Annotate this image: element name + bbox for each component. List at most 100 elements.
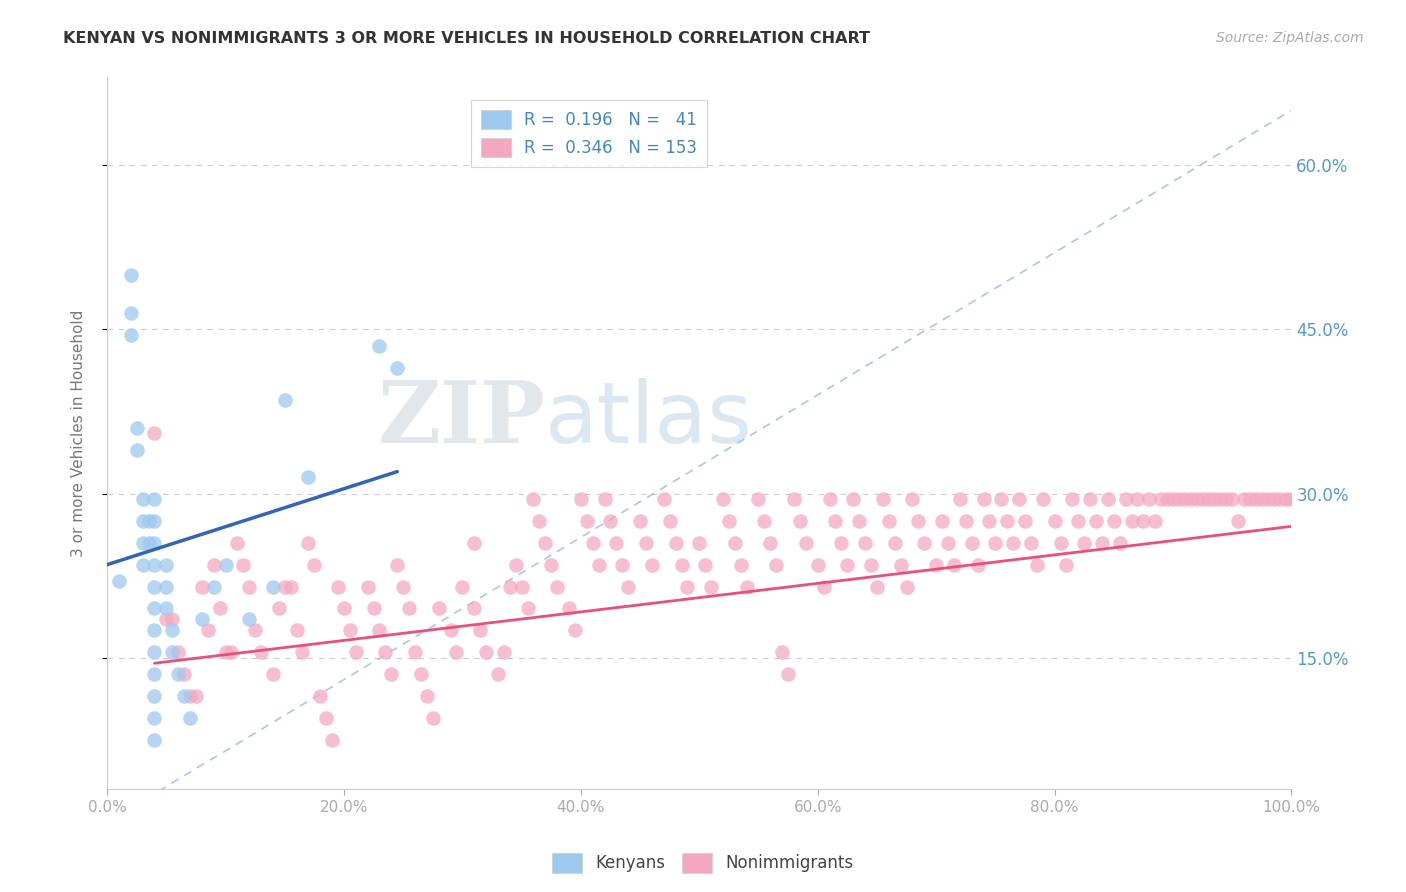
Point <box>853 536 876 550</box>
Point <box>380 667 402 681</box>
Point <box>285 624 308 638</box>
Point <box>1174 491 1197 506</box>
Point <box>505 558 527 572</box>
Point <box>1054 558 1077 572</box>
Point <box>309 689 332 703</box>
Point <box>374 645 396 659</box>
Point <box>1062 491 1084 506</box>
Point <box>446 645 468 659</box>
Point <box>830 536 852 550</box>
Point <box>984 536 1007 550</box>
Point <box>1227 514 1250 528</box>
Point <box>695 558 717 572</box>
Point <box>191 580 214 594</box>
Point <box>499 580 522 594</box>
Point <box>794 536 817 550</box>
Point <box>837 558 859 572</box>
Point <box>1268 491 1291 506</box>
Point <box>1281 491 1303 506</box>
Point <box>859 558 882 572</box>
Point <box>1132 514 1154 528</box>
Point <box>735 580 758 594</box>
Point <box>747 491 769 506</box>
Point <box>125 442 148 457</box>
Point <box>1168 491 1191 506</box>
Point <box>167 667 190 681</box>
Point <box>754 514 776 528</box>
Point <box>1263 491 1285 506</box>
Point <box>197 624 219 638</box>
Point <box>1233 491 1256 506</box>
Point <box>1019 536 1042 550</box>
Point <box>1102 514 1125 528</box>
Point <box>463 601 485 615</box>
Point <box>214 558 236 572</box>
Point <box>267 601 290 615</box>
Point <box>179 711 201 725</box>
Point <box>1191 491 1213 506</box>
Point <box>1002 536 1025 550</box>
Point <box>912 536 935 550</box>
Point <box>470 624 492 638</box>
Point <box>173 667 195 681</box>
Point <box>588 558 610 572</box>
Point <box>765 558 787 572</box>
Point <box>890 558 912 572</box>
Point <box>155 580 177 594</box>
Point <box>700 580 723 594</box>
Point <box>160 612 183 626</box>
Point <box>155 601 177 615</box>
Point <box>931 514 953 528</box>
Point <box>167 645 190 659</box>
Point <box>593 491 616 506</box>
Point <box>877 514 900 528</box>
Point <box>387 558 409 572</box>
Point <box>1073 536 1095 550</box>
Y-axis label: 3 or more Vehicles in Household: 3 or more Vehicles in Household <box>72 310 86 557</box>
Point <box>717 514 740 528</box>
Point <box>955 514 977 528</box>
Point <box>818 491 841 506</box>
Point <box>759 536 782 550</box>
Point <box>558 601 581 615</box>
Point <box>143 514 166 528</box>
Point <box>368 339 391 353</box>
Point <box>866 580 889 594</box>
Point <box>628 514 651 528</box>
Point <box>605 536 627 550</box>
Point <box>1220 491 1243 506</box>
Point <box>368 624 391 638</box>
Point <box>770 645 793 659</box>
Point <box>143 536 166 550</box>
Point <box>304 558 326 572</box>
Point <box>143 667 166 681</box>
Point <box>1144 514 1167 528</box>
Point <box>1215 491 1237 506</box>
Point <box>143 558 166 572</box>
Point <box>522 491 544 506</box>
Point <box>1121 514 1143 528</box>
Point <box>564 624 586 638</box>
Point <box>942 558 965 572</box>
Point <box>896 580 918 594</box>
Point <box>315 711 337 725</box>
Point <box>208 601 231 615</box>
Point <box>658 514 681 528</box>
Point <box>250 645 273 659</box>
Point <box>973 491 995 506</box>
Point <box>1067 514 1090 528</box>
Point <box>1014 514 1036 528</box>
Point <box>966 558 988 572</box>
Point <box>824 514 846 528</box>
Point <box>143 645 166 659</box>
Point <box>1085 514 1108 528</box>
Point <box>960 536 983 550</box>
Point <box>143 732 166 747</box>
Text: ZIP: ZIP <box>378 377 546 461</box>
Point <box>634 536 657 550</box>
Point <box>221 645 243 659</box>
Point <box>422 711 444 725</box>
Point <box>184 689 207 703</box>
Point <box>191 612 214 626</box>
Point <box>1091 536 1114 550</box>
